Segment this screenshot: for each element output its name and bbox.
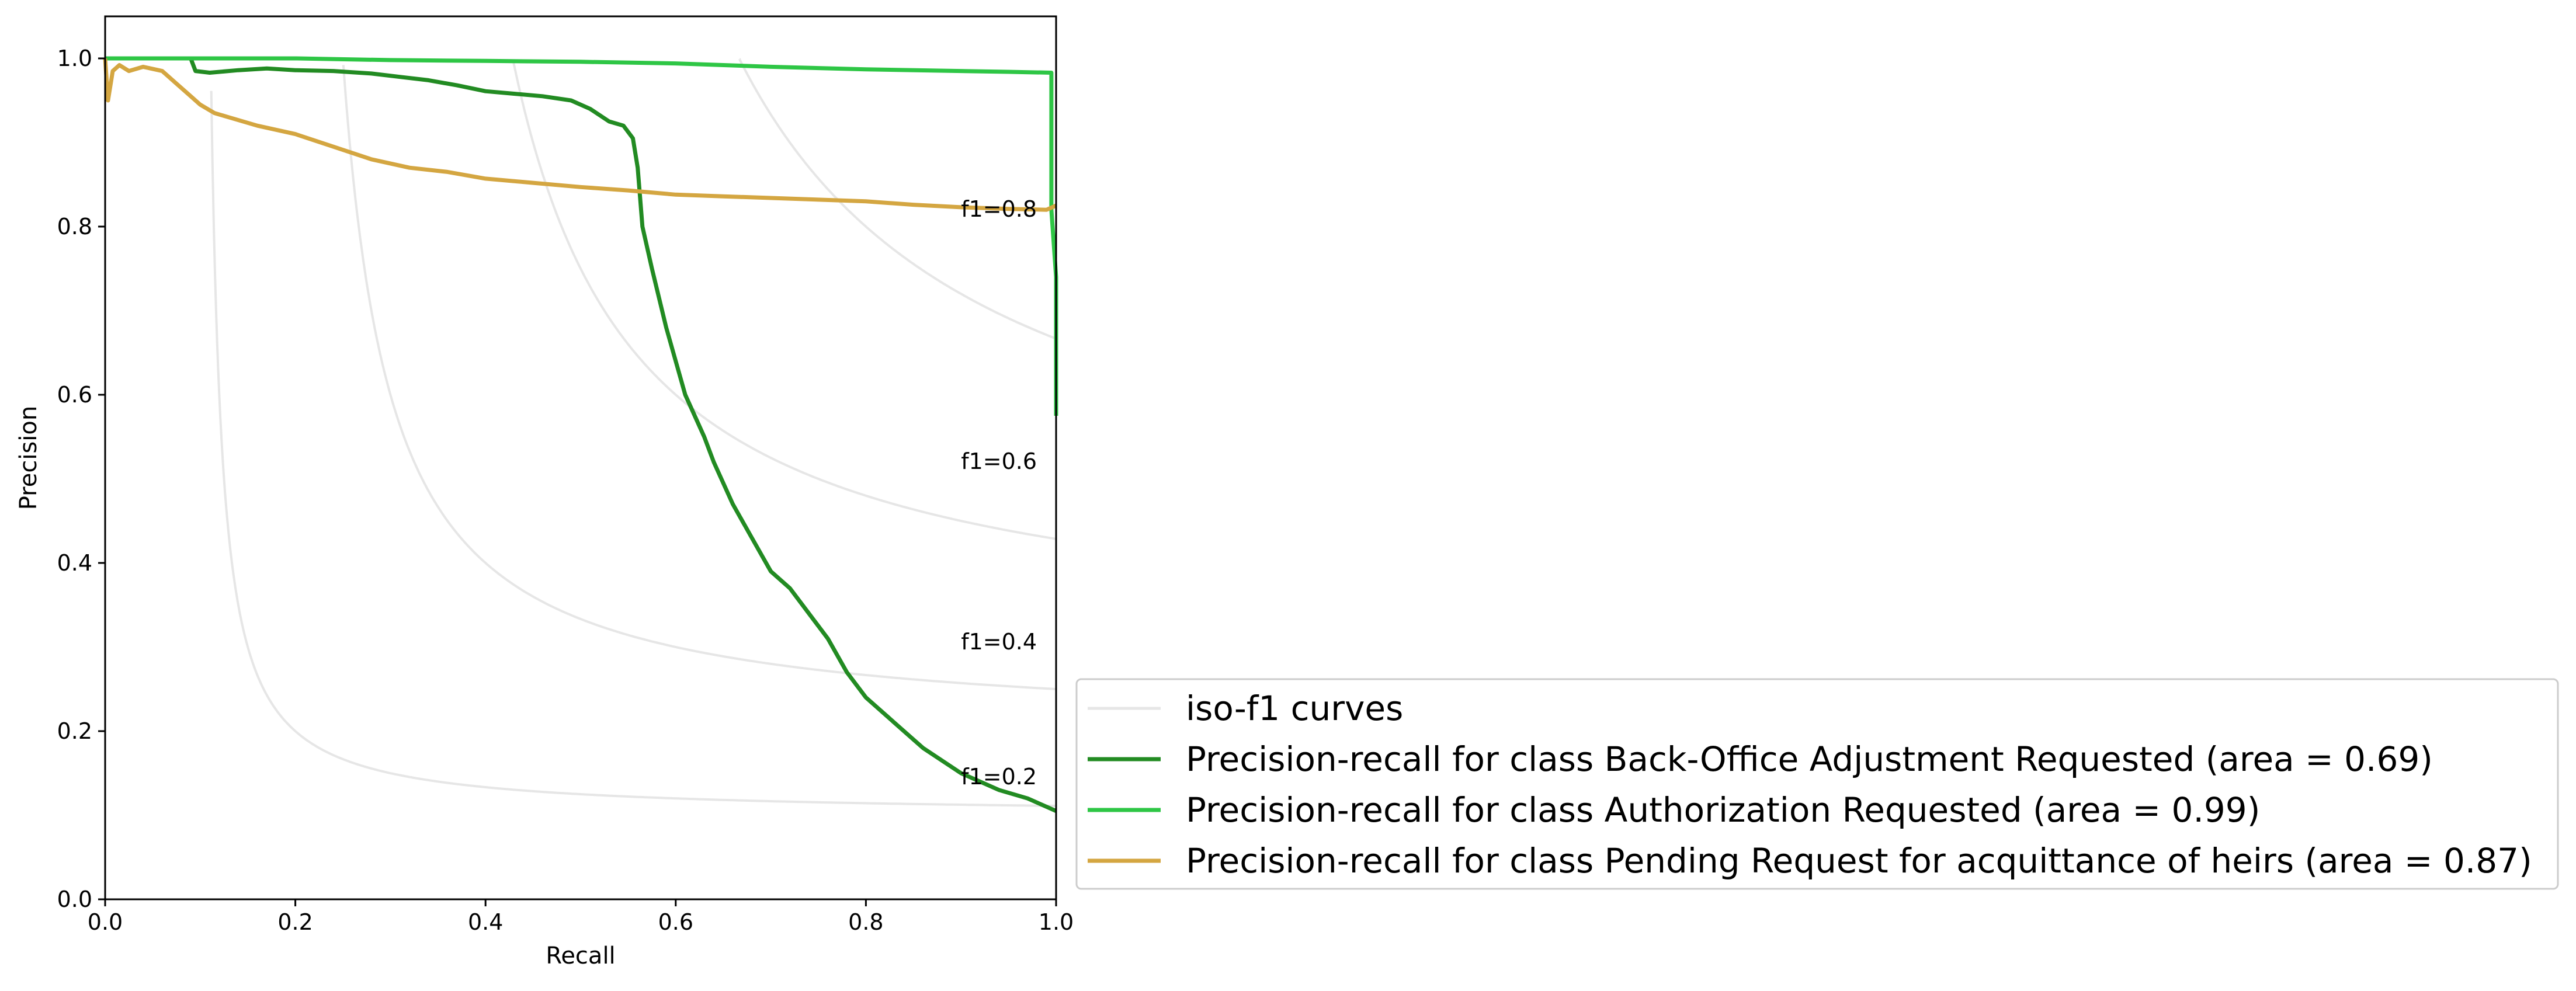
y-axis-label: Precision	[15, 406, 42, 510]
legend: iso-f1 curves Precision-recall for class…	[1075, 678, 2559, 890]
iso-f1-curve	[210, 91, 1056, 807]
pr-series-lines	[103, 56, 1058, 813]
iso-f1-label: f1=0.4	[961, 629, 1037, 655]
x-axis-label: Recall	[546, 943, 615, 969]
x-tick-label: 0.4	[468, 909, 503, 935]
legend-label-series-3: Precision-recall for class Pending Reque…	[1186, 841, 2532, 881]
y-tick-label: 0.2	[57, 718, 92, 744]
y-tick-label: 1.0	[57, 46, 92, 71]
iso-f1-curve	[342, 65, 1056, 690]
y-tick-label: 0.6	[57, 382, 92, 408]
y-tick-label: 0.8	[57, 214, 92, 239]
iso-f1-curves	[210, 58, 1056, 807]
iso-f1-curve	[512, 60, 1056, 540]
series-line-2	[105, 56, 1058, 416]
legend-box	[1075, 678, 2559, 890]
series-line-1	[189, 57, 1057, 813]
axis-ticks: 0.0 0.2 0.4 0.6 0.8 1.0 0.0 0.2 0.4 0.6 0.8 1.0	[57, 46, 1074, 935]
x-tick-label: 0.8	[848, 909, 883, 935]
legend-label-series-2: Precision-recall for class Authorization…	[1186, 790, 2260, 830]
iso-f1-label: f1=0.6	[961, 448, 1037, 474]
y-tick-label: 0.4	[57, 550, 92, 576]
iso-f1-curve	[738, 58, 1056, 340]
iso-f1-label: f1=0.8	[961, 196, 1037, 222]
x-tick-label: 1.0	[1039, 909, 1074, 935]
iso-f1-label: f1=0.2	[961, 764, 1037, 790]
x-tick-label: 0.0	[88, 909, 123, 935]
x-tick-label: 0.6	[658, 909, 693, 935]
legend-label-iso-f1: iso-f1 curves	[1186, 689, 1403, 728]
series-line-3	[103, 58, 1057, 212]
y-tick-label: 0.0	[57, 886, 92, 912]
x-tick-label: 0.2	[277, 909, 313, 935]
plot-area-frame	[104, 15, 1057, 900]
legend-label-series-1: Precision-recall for class Back-Office A…	[1186, 739, 2433, 779]
